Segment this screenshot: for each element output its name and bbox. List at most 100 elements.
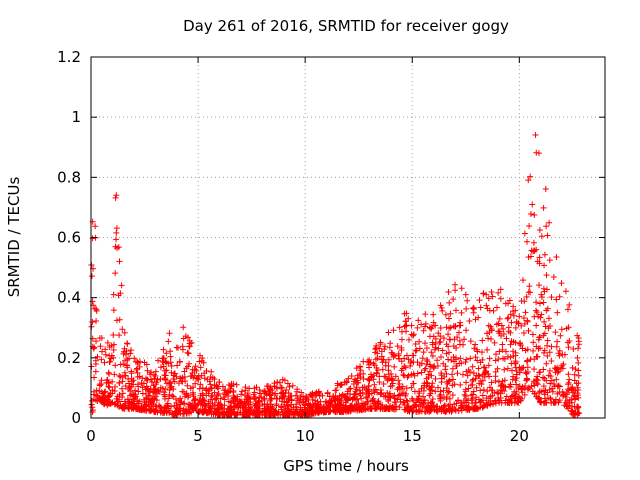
data-point: [512, 360, 519, 367]
data-point: [572, 366, 579, 373]
data-point: [410, 359, 417, 366]
data-point: [438, 304, 445, 311]
data-point: [103, 377, 110, 384]
data-point: [575, 410, 582, 417]
data-point: [430, 311, 437, 318]
data-point: [377, 341, 384, 348]
data-point: [472, 399, 479, 406]
data-point: [262, 408, 269, 415]
data-point: [146, 371, 153, 378]
data-point: [481, 402, 488, 409]
data-point: [151, 386, 158, 393]
data-point: [366, 356, 373, 363]
data-point: [472, 405, 479, 412]
data-point: [457, 404, 464, 411]
data-point: [338, 393, 345, 400]
data-point: [117, 290, 124, 297]
data-point: [422, 320, 429, 327]
data-point: [575, 345, 582, 352]
data-point: [552, 365, 559, 372]
data-point: [192, 380, 199, 387]
data-point: [455, 329, 462, 336]
data-point: [550, 399, 557, 406]
data-point: [249, 410, 256, 417]
data-point: [425, 374, 432, 381]
data-point: [561, 351, 568, 358]
data-point: [116, 379, 123, 386]
data-point: [485, 335, 492, 342]
data-point: [316, 392, 323, 399]
data-point: [537, 314, 544, 321]
data-point: [518, 322, 525, 329]
data-point: [342, 407, 349, 414]
data-point: [366, 390, 373, 397]
data-point: [223, 390, 230, 397]
data-point: [531, 313, 538, 320]
data-point: [494, 365, 501, 372]
data-point: [439, 307, 446, 314]
data-point: [301, 406, 308, 413]
data-point: [150, 401, 157, 408]
data-point: [162, 377, 169, 384]
data-point: [503, 335, 510, 342]
data-point: [505, 328, 512, 335]
data-point: [502, 348, 509, 355]
data-point: [196, 358, 203, 365]
data-point: [546, 367, 553, 374]
y-tick-label: 0.8: [57, 168, 81, 186]
data-point: [395, 392, 402, 399]
x-tick-label: 20: [510, 427, 529, 445]
data-point: [446, 395, 453, 402]
data-point: [243, 411, 250, 418]
data-point: [416, 390, 423, 397]
data-point: [332, 407, 339, 414]
data-point: [299, 410, 306, 417]
data-point: [507, 341, 514, 348]
data-point: [492, 351, 499, 358]
data-point: [442, 402, 449, 409]
data-point: [469, 305, 476, 312]
data-point: [173, 373, 180, 380]
data-point: [509, 367, 516, 374]
data-point: [271, 383, 278, 390]
data-point: [419, 403, 426, 410]
data-point: [521, 391, 528, 398]
data-point: [221, 396, 228, 403]
data-point: [436, 339, 443, 346]
data-point: [197, 364, 204, 371]
data-point: [216, 410, 223, 417]
data-point: [366, 375, 373, 382]
data-point: [184, 382, 191, 389]
data-point: [477, 304, 484, 311]
data-point: [152, 373, 159, 380]
data-point: [101, 389, 108, 396]
data-point: [445, 378, 452, 385]
data-point: [105, 380, 112, 387]
data-point: [224, 389, 231, 396]
data-point: [102, 388, 109, 395]
data-point: [541, 251, 548, 258]
data-point: [429, 353, 436, 360]
data-point: [414, 324, 421, 331]
data-point: [491, 339, 498, 346]
data-point: [357, 367, 364, 374]
data-point: [333, 387, 340, 394]
data-point: [410, 370, 417, 377]
data-point: [484, 401, 491, 408]
data-point: [109, 399, 116, 406]
data-point: [250, 391, 257, 398]
data-point: [572, 409, 579, 416]
data-point: [196, 397, 203, 404]
x-tick-label: 15: [403, 427, 422, 445]
data-point: [450, 376, 457, 383]
data-point: [507, 354, 514, 361]
data-point: [466, 368, 473, 375]
data-point: [524, 346, 531, 353]
data-point: [110, 291, 117, 298]
data-point: [540, 383, 547, 390]
data-point: [253, 411, 260, 418]
data-point: [402, 322, 409, 329]
data-point: [326, 408, 333, 415]
data-point: [434, 357, 441, 364]
data-point: [527, 289, 534, 296]
